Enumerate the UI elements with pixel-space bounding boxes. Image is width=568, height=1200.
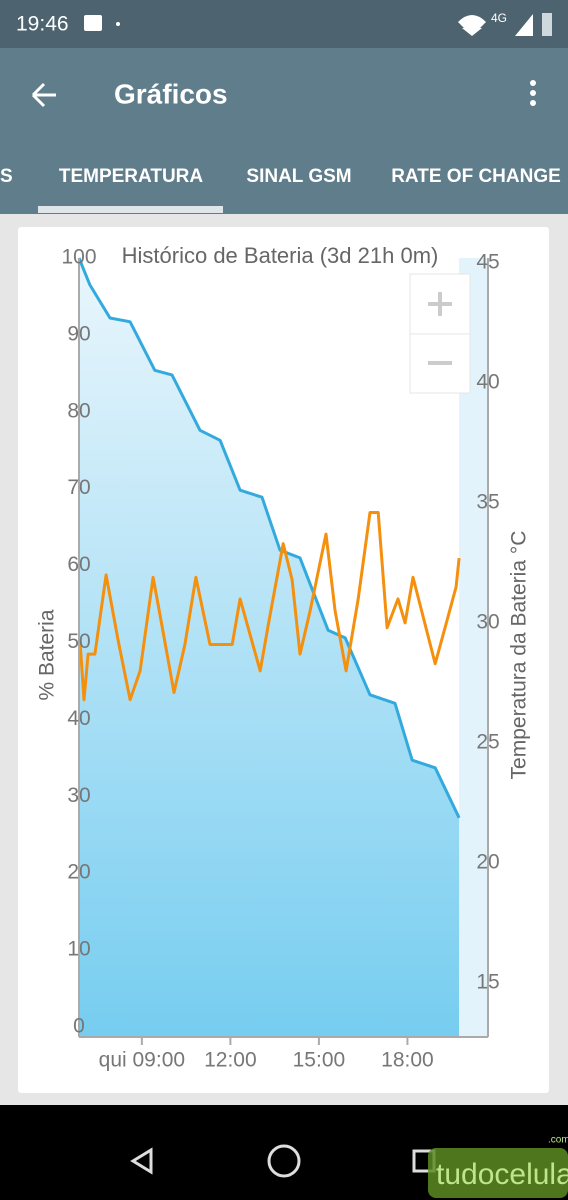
- nav-home[interactable]: [267, 1144, 301, 1178]
- status-time: 19:46: [16, 13, 69, 36]
- battery-icon: [542, 13, 552, 36]
- y-tick-label: 20: [67, 861, 90, 884]
- y2-axis-label: Temperatura da Bateria °C: [508, 531, 531, 780]
- y2-tick-label: 45: [476, 250, 499, 273]
- battery-area: [79, 258, 460, 1037]
- tab[interactable]: RATE OF CHANGE: [391, 166, 561, 187]
- x-tick-label: 15:00: [293, 1049, 346, 1072]
- y-tick-label: 10: [67, 938, 90, 961]
- x-tick-label: qui 09:00: [99, 1049, 185, 1072]
- y2-tick-label: 40: [476, 370, 499, 393]
- y-tick-label: 70: [67, 476, 90, 499]
- y-tick-label: 50: [67, 630, 90, 653]
- tab[interactable]: S: [0, 166, 13, 187]
- series-line: [77, 257, 461, 819]
- nav-back[interactable]: [130, 1147, 153, 1175]
- chart-title: Histórico de Bateria (3d 21h 0m): [122, 243, 439, 268]
- y-tick-label: 90: [67, 322, 90, 345]
- tab-indicator: [38, 206, 223, 213]
- menu-button[interactable]: [530, 80, 536, 106]
- y-tick-label: 100: [61, 246, 96, 269]
- status-icon: [84, 15, 102, 31]
- back-button[interactable]: [31, 82, 56, 108]
- watermark-suffix: .com: [548, 1135, 568, 1146]
- tab[interactable]: SINAL GSM: [246, 166, 351, 187]
- y-axis-label: % Bateria: [36, 609, 59, 700]
- y-tick-label: 80: [67, 399, 90, 422]
- wifi-icon: [458, 15, 486, 36]
- signal-icon: [515, 14, 533, 36]
- zoom-in[interactable]: [428, 292, 452, 316]
- y2-tick-label: 35: [476, 490, 499, 513]
- tab[interactable]: TEMPERATURA: [59, 166, 204, 187]
- y2-tick-label: 15: [476, 971, 499, 994]
- y-tick-label: 0: [73, 1015, 85, 1038]
- watermark-box: [428, 1148, 568, 1198]
- y-tick-label: 40: [67, 707, 90, 730]
- y2-tick-label: 20: [476, 851, 499, 874]
- series-line: [78, 511, 461, 702]
- app-title: Gráficos: [114, 78, 228, 109]
- app-bar: [0, 48, 568, 214]
- network-type: 4G: [491, 11, 507, 25]
- y2-tick-label: 30: [476, 610, 499, 633]
- x-tick-label: 12:00: [204, 1049, 257, 1072]
- y-tick-label: 30: [67, 784, 90, 807]
- y-tick-label: 60: [67, 553, 90, 576]
- watermark: tudocelular: [436, 1158, 568, 1191]
- plot: 0 10 20 30 40 50 60 70 80 90 100 15 20 25 30 35 40 45 qui …: [36, 243, 531, 1072]
- x-tick-label: 18:00: [381, 1049, 434, 1072]
- y2-tick-label: 25: [476, 730, 499, 753]
- status-icon: [116, 22, 120, 26]
